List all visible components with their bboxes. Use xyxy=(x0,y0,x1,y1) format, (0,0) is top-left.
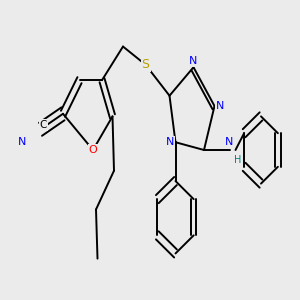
Text: N: N xyxy=(18,137,27,147)
Text: N: N xyxy=(225,137,234,147)
Text: O: O xyxy=(88,145,98,155)
Text: N: N xyxy=(166,137,174,147)
Text: N: N xyxy=(189,56,198,66)
Text: N: N xyxy=(216,101,224,111)
Text: S: S xyxy=(142,58,149,71)
Text: H: H xyxy=(234,155,242,165)
Text: C: C xyxy=(40,120,47,130)
